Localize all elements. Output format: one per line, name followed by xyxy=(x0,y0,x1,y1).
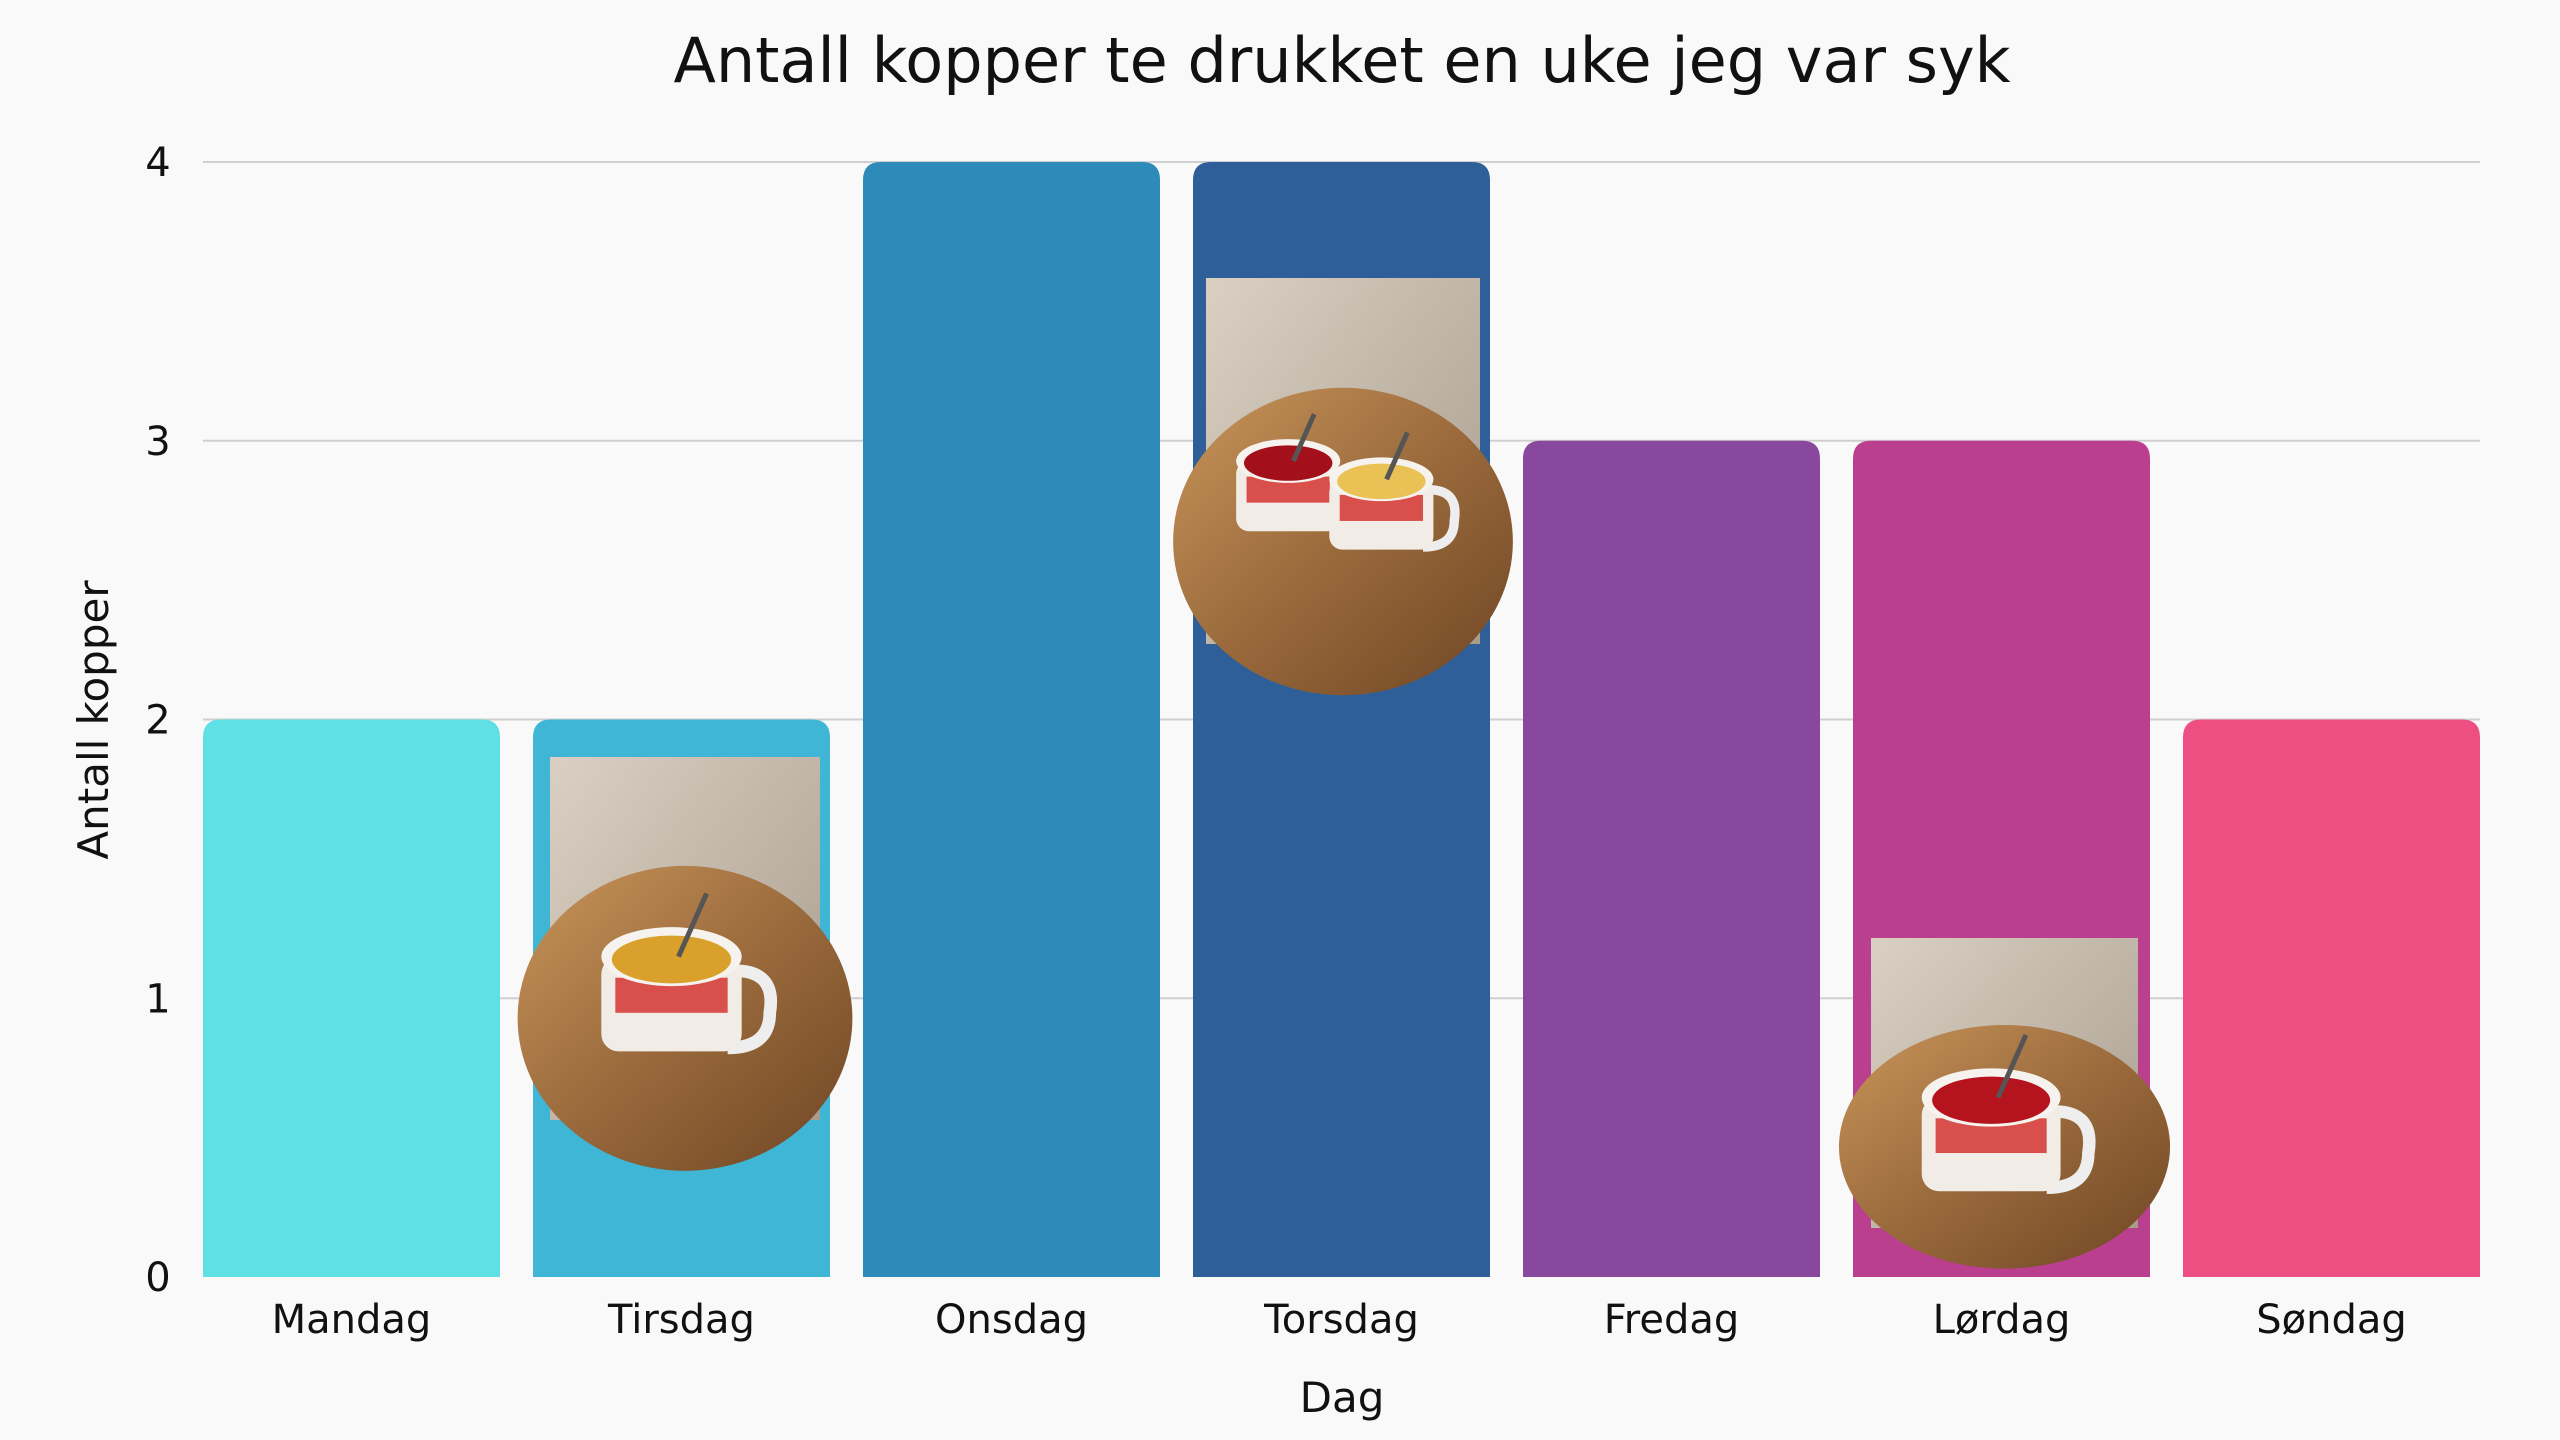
tea-mug-red-tea-icon xyxy=(1838,938,2171,1269)
two-tea-mugs-icon xyxy=(1173,278,1513,696)
bar-søndag xyxy=(2183,719,2480,1277)
y-tick-label: 3 xyxy=(145,419,170,465)
x-tick-label: Fredag xyxy=(1604,1297,1740,1343)
y-tick-label: 2 xyxy=(145,698,170,744)
bar-onsdag xyxy=(863,162,1160,1277)
chart-title: Antall kopper te drukket en uke jeg var … xyxy=(673,24,2010,97)
y-tick-label: 0 xyxy=(145,1255,170,1301)
y-tick-label: 1 xyxy=(145,976,170,1022)
bar-photos xyxy=(517,278,2171,1269)
x-tick-label: Onsdag xyxy=(935,1297,1088,1343)
tea-mug-yellow-tea-icon xyxy=(517,757,853,1171)
x-tick-label: Mandag xyxy=(272,1297,432,1343)
x-tick-label: Søndag xyxy=(2256,1297,2407,1343)
y-axis-ticks: 0 1 2 3 4 xyxy=(145,140,170,1301)
x-axis-label: Dag xyxy=(1300,1373,1385,1422)
y-axis-label: Antall kopper xyxy=(69,580,118,860)
bar-fredag xyxy=(1523,440,1820,1277)
x-tick-label: Torsdag xyxy=(1263,1297,1419,1343)
x-axis-ticks: Mandag Tirsdag Onsdag Torsdag Fredag Lørdag Sø… xyxy=(272,1297,2407,1343)
bar-mandag xyxy=(203,719,500,1277)
y-tick-label: 4 xyxy=(145,140,170,186)
x-tick-label: Tirsdag xyxy=(607,1297,755,1343)
x-tick-label: Lørdag xyxy=(1933,1297,2071,1343)
